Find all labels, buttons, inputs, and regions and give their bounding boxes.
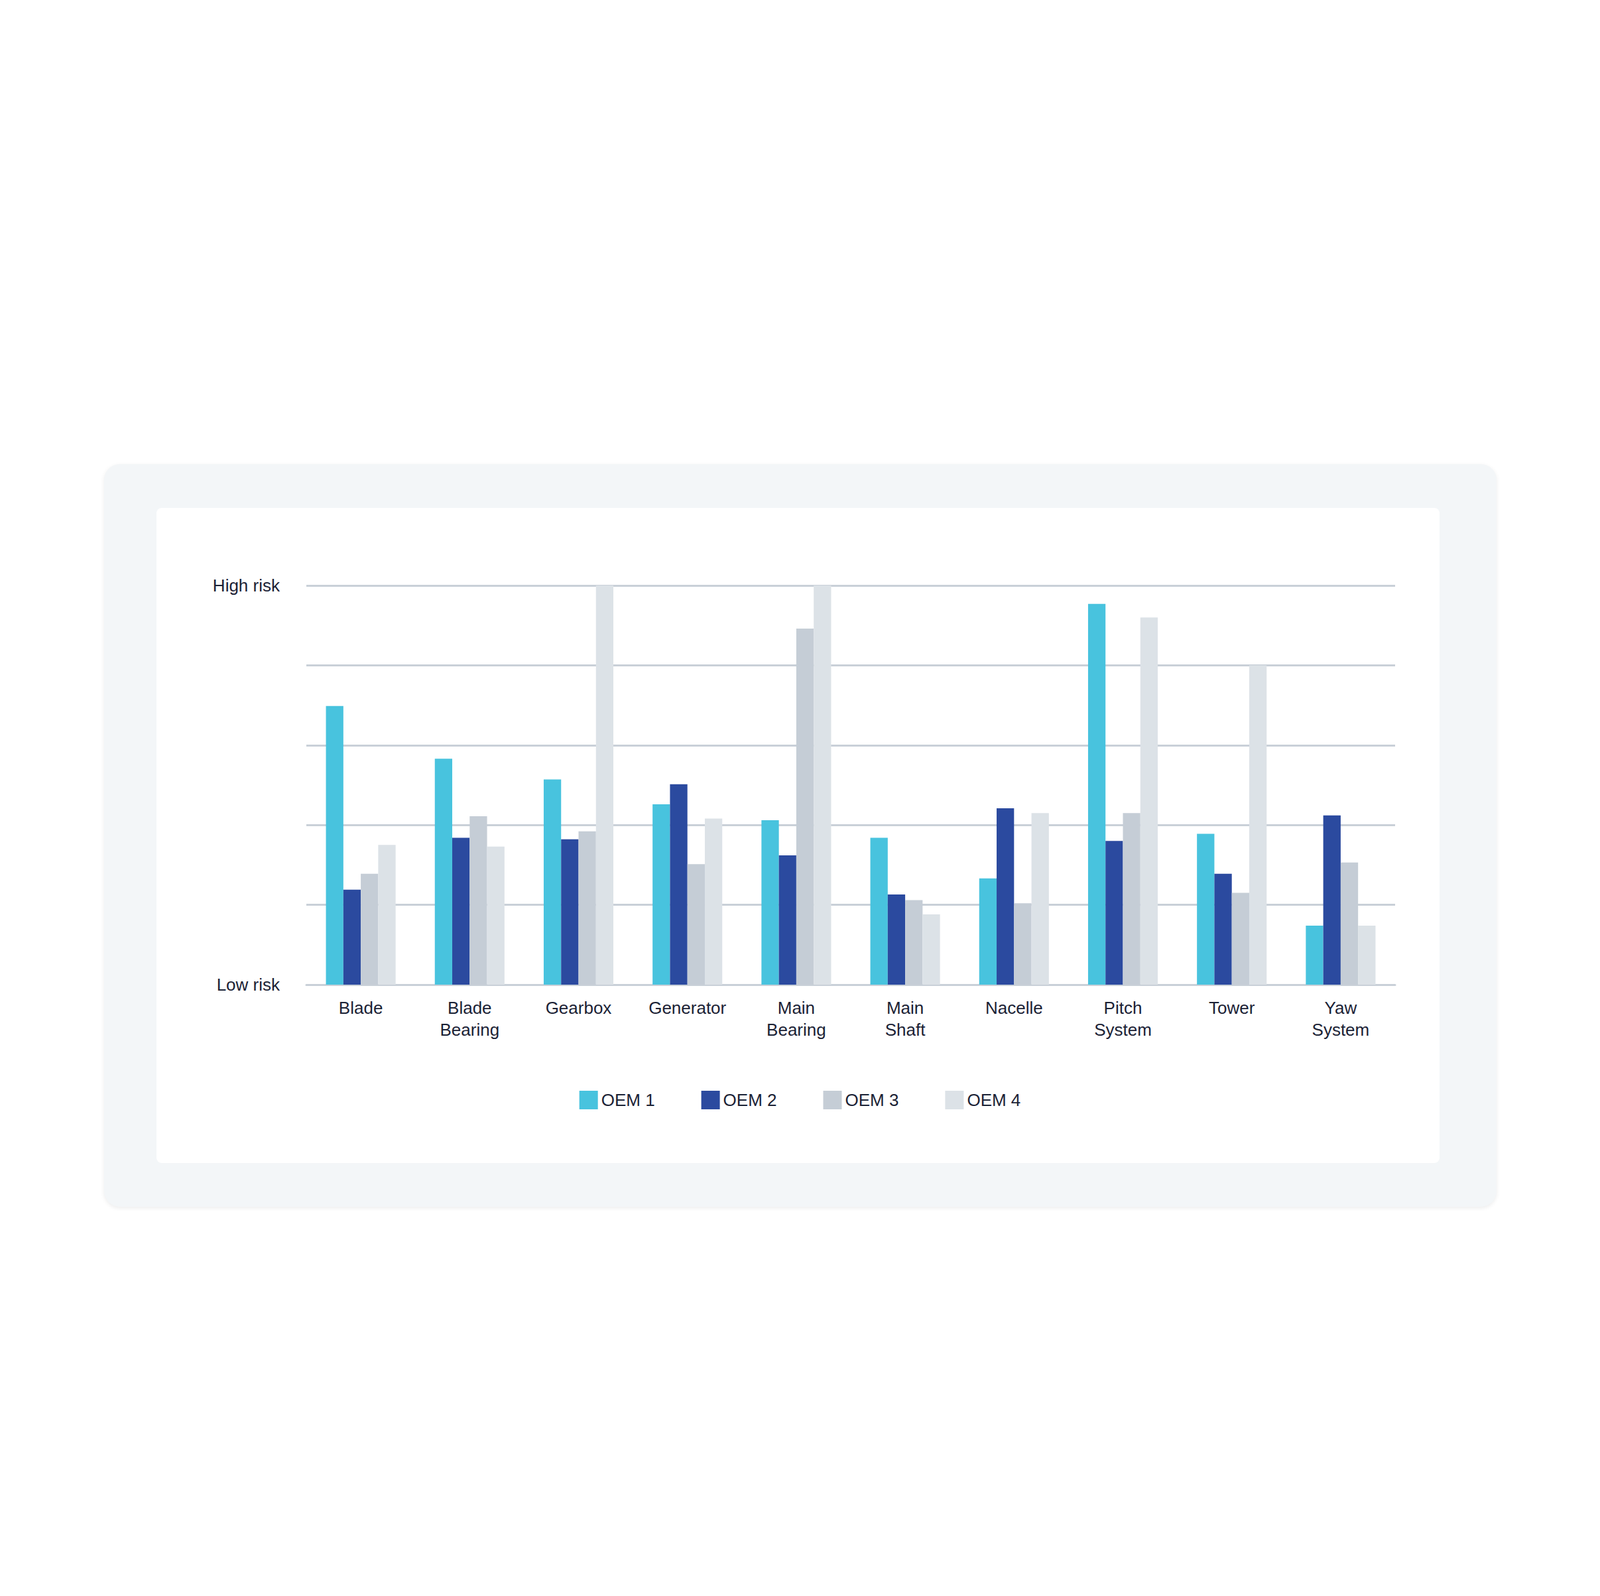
svg-text:Blade: Blade [338,997,384,1018]
svg-text:Nacelle: Nacelle [985,997,1044,1018]
svg-text:OEM 1: OEM 1 [601,1090,656,1110]
svg-text:Blade: Blade [447,997,493,1018]
svg-text:OEM 3: OEM 3 [845,1090,900,1110]
svg-text:Tower: Tower [1208,997,1256,1018]
svg-text:OEM 2: OEM 2 [723,1090,778,1110]
svg-text:Bearing: Bearing [439,1019,500,1040]
svg-text:Main: Main [777,997,815,1018]
svg-text:High risk: High risk [212,575,281,596]
svg-text:System: System [1094,1019,1152,1040]
svg-text:Gearbox: Gearbox [545,997,613,1018]
svg-text:Low risk: Low risk [216,974,281,995]
svg-text:Pitch: Pitch [1104,997,1143,1018]
svg-text:Generator: Generator [648,997,727,1018]
svg-text:OEM 4: OEM 4 [966,1090,1021,1110]
svg-text:Bearing: Bearing [766,1019,827,1040]
svg-text:Main: Main [886,997,924,1018]
svg-text:Shaft: Shaft [885,1019,926,1040]
svg-text:Yaw: Yaw [1324,997,1358,1018]
svg-text:System: System [1312,1019,1370,1040]
